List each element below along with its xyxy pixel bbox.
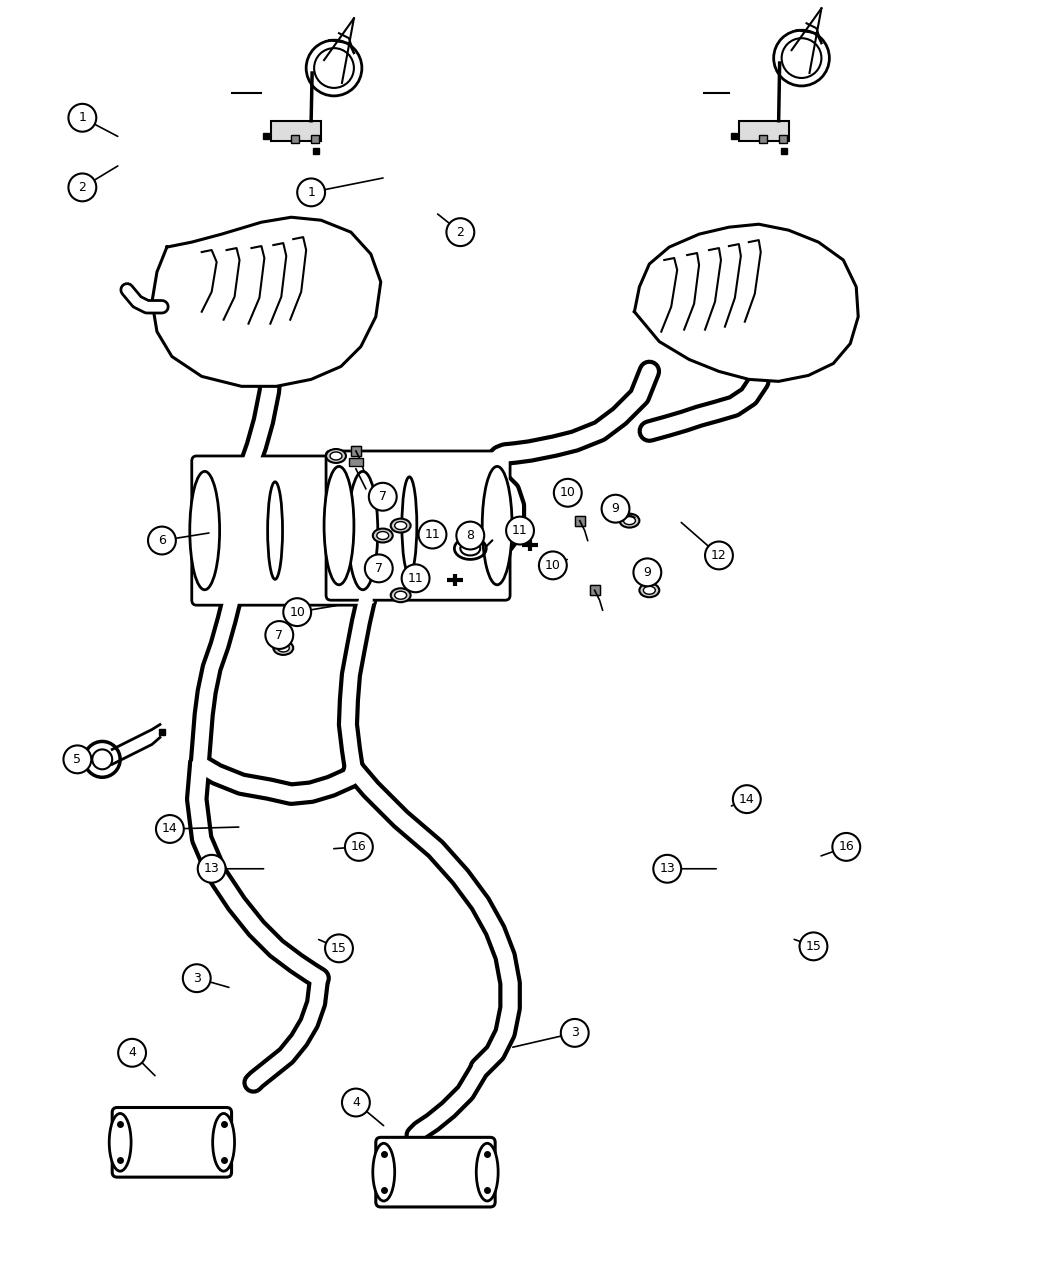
Text: 4: 4 [128, 1047, 136, 1060]
Circle shape [284, 598, 311, 626]
Ellipse shape [348, 472, 378, 590]
Ellipse shape [395, 521, 406, 529]
Text: 1: 1 [79, 111, 86, 124]
Circle shape [68, 103, 97, 131]
FancyBboxPatch shape [376, 1137, 496, 1207]
Circle shape [833, 833, 860, 861]
Ellipse shape [190, 472, 219, 590]
Bar [311, 135, 319, 143]
Ellipse shape [402, 477, 417, 574]
Ellipse shape [477, 1144, 498, 1201]
Text: 7: 7 [275, 629, 284, 641]
Text: 9: 9 [611, 502, 619, 515]
Ellipse shape [620, 514, 639, 528]
Bar [271, 121, 321, 140]
Circle shape [297, 179, 326, 207]
Text: 7: 7 [379, 491, 386, 504]
Circle shape [653, 854, 681, 882]
Text: 10: 10 [545, 558, 561, 572]
Circle shape [156, 815, 184, 843]
Ellipse shape [644, 586, 655, 594]
Text: 5: 5 [74, 752, 82, 766]
Circle shape [369, 483, 397, 511]
Circle shape [799, 932, 827, 960]
Ellipse shape [373, 1144, 395, 1201]
Circle shape [602, 495, 629, 523]
Text: 11: 11 [407, 571, 423, 585]
Text: 13: 13 [204, 862, 219, 875]
Text: 12: 12 [711, 550, 727, 562]
Ellipse shape [213, 1113, 234, 1172]
Bar [759, 135, 766, 143]
Circle shape [561, 1019, 589, 1047]
Text: 10: 10 [289, 606, 306, 618]
Ellipse shape [268, 482, 282, 579]
Ellipse shape [391, 588, 411, 602]
Circle shape [119, 1039, 146, 1067]
Text: 14: 14 [162, 822, 177, 835]
Circle shape [326, 935, 353, 963]
Text: 16: 16 [838, 840, 854, 853]
Text: 4: 4 [352, 1096, 360, 1109]
Ellipse shape [330, 451, 342, 460]
Circle shape [553, 479, 582, 506]
Ellipse shape [109, 1113, 131, 1172]
FancyBboxPatch shape [112, 1108, 232, 1177]
Text: 14: 14 [739, 793, 755, 806]
Circle shape [705, 542, 733, 570]
Circle shape [633, 558, 662, 587]
Bar [739, 121, 789, 140]
Ellipse shape [482, 467, 512, 585]
FancyBboxPatch shape [192, 456, 376, 606]
Ellipse shape [395, 592, 406, 599]
Ellipse shape [324, 467, 354, 585]
Text: 8: 8 [466, 529, 475, 542]
Bar [779, 135, 786, 143]
Bar [291, 135, 299, 143]
Circle shape [183, 964, 211, 992]
Circle shape [419, 520, 446, 548]
Ellipse shape [373, 529, 393, 542]
Text: 3: 3 [571, 1026, 579, 1039]
Text: 10: 10 [560, 486, 575, 500]
Circle shape [539, 552, 567, 579]
Ellipse shape [377, 532, 388, 539]
Text: 3: 3 [193, 972, 201, 984]
Text: 2: 2 [79, 181, 86, 194]
Ellipse shape [277, 644, 289, 652]
Circle shape [63, 746, 91, 773]
Circle shape [148, 527, 175, 555]
Ellipse shape [273, 641, 293, 655]
Circle shape [446, 218, 475, 246]
Text: 16: 16 [351, 840, 366, 853]
Circle shape [345, 833, 373, 861]
Text: 2: 2 [457, 226, 464, 238]
Ellipse shape [624, 516, 635, 524]
Text: 15: 15 [331, 942, 346, 955]
Text: 6: 6 [158, 534, 166, 547]
Text: 11: 11 [512, 524, 528, 537]
Circle shape [506, 516, 534, 544]
Circle shape [733, 785, 761, 813]
Polygon shape [634, 224, 858, 381]
Circle shape [197, 854, 226, 882]
Text: 9: 9 [644, 566, 651, 579]
Ellipse shape [327, 449, 345, 463]
Text: 15: 15 [805, 940, 821, 952]
Circle shape [68, 173, 97, 201]
FancyBboxPatch shape [327, 451, 510, 601]
Text: 11: 11 [424, 528, 440, 541]
Text: 7: 7 [375, 562, 383, 575]
Circle shape [457, 521, 484, 550]
Ellipse shape [391, 519, 411, 533]
Circle shape [266, 621, 293, 649]
Text: 1: 1 [308, 186, 315, 199]
Circle shape [364, 555, 393, 583]
Ellipse shape [639, 583, 659, 597]
Bar [349, 458, 363, 465]
Polygon shape [152, 217, 381, 386]
Text: 13: 13 [659, 862, 675, 875]
Circle shape [342, 1089, 370, 1117]
Circle shape [402, 565, 429, 593]
